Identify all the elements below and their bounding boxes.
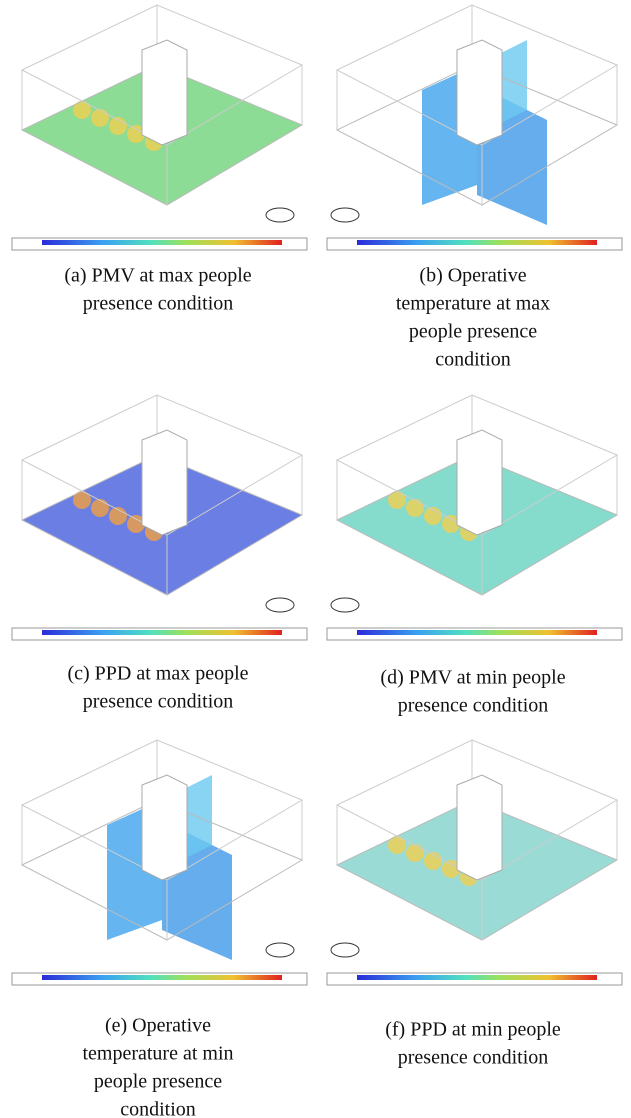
hotspot [73, 101, 91, 119]
hotspot [406, 844, 424, 862]
hotspot [127, 125, 145, 143]
temp-plane [182, 775, 212, 860]
hotspot [388, 491, 406, 509]
caption-line: (b) Operative [419, 265, 526, 287]
panel-image [326, 739, 623, 986]
column [141, 429, 188, 536]
panel-image [11, 739, 308, 986]
column [141, 774, 188, 881]
colorbar [357, 630, 597, 635]
column [456, 39, 503, 146]
caption-line: (d) PMV at min people [380, 667, 565, 689]
caption-line: people presence [94, 1071, 222, 1093]
panel-image [326, 394, 623, 641]
temp-plane [497, 40, 527, 125]
caption-line: (f) PPD at min people [385, 1019, 561, 1041]
column [456, 774, 503, 881]
hotspot [127, 515, 145, 533]
compass [265, 207, 295, 223]
hotspot [442, 515, 460, 533]
panel-image [326, 4, 623, 251]
caption-line: presence condition [83, 691, 234, 713]
column [141, 39, 188, 146]
caption-line: temperature at min [82, 1043, 233, 1065]
caption-line: (e) Operative [105, 1015, 211, 1037]
compass [265, 597, 295, 613]
compass [265, 942, 295, 958]
hotspot [91, 109, 109, 127]
colorbar [42, 630, 282, 635]
caption-line: presence condition [83, 293, 234, 315]
hotspot [442, 860, 460, 878]
panel-image [11, 4, 308, 251]
colorbar [357, 240, 597, 245]
hotspot [73, 491, 91, 509]
caption-line: (c) PPD at max people [67, 663, 248, 685]
caption-line: condition [120, 1099, 196, 1118]
colorbar [42, 975, 282, 980]
hotspot [388, 836, 406, 854]
hotspot [91, 499, 109, 517]
colorbar [42, 240, 282, 245]
caption-line: presence condition [398, 695, 549, 717]
panel-image [11, 394, 308, 641]
caption-line: temperature at max [396, 293, 550, 315]
caption-line: people presence [409, 321, 537, 343]
caption-line: presence condition [398, 1047, 549, 1069]
compass [330, 207, 360, 223]
hotspot [406, 499, 424, 517]
caption-line: condition [435, 349, 511, 371]
column [456, 429, 503, 536]
compass [330, 597, 360, 613]
colorbar [357, 975, 597, 980]
caption-line: (a) PMV at max people [64, 265, 251, 287]
compass [330, 942, 360, 958]
